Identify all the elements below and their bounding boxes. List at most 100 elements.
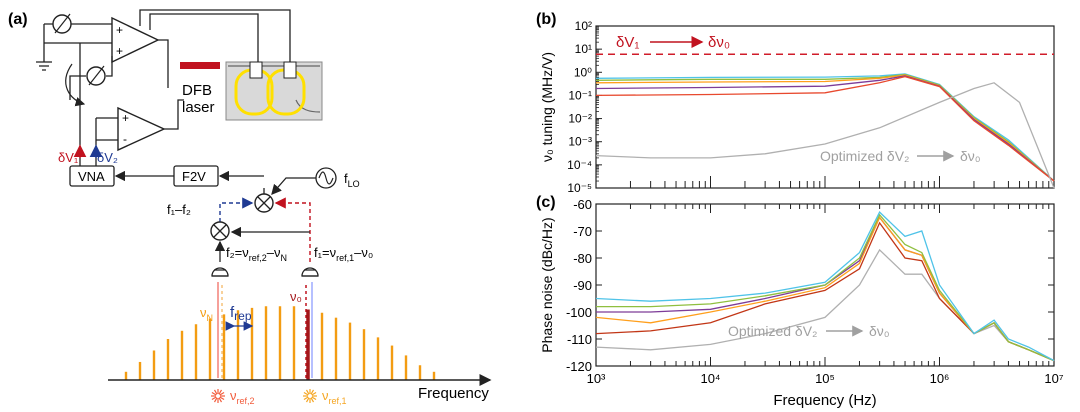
b-series-line (595, 75, 1055, 182)
panel-label-c: (c) (536, 194, 556, 211)
variable-resistor-mid-slash (88, 65, 105, 86)
c-x-tick-label: 10⁴ (700, 371, 720, 386)
f2-eq-main: f₂=ν (226, 245, 249, 260)
arrow-lo-to-mixer (271, 177, 316, 195)
b-series-group (595, 73, 1055, 189)
laser-label: laser (182, 99, 215, 116)
op-amp-bottom-plus: + (122, 111, 129, 125)
c-series-line (596, 213, 1055, 362)
c-x-tick-label: 10⁵ (815, 371, 835, 386)
b-x-ticks (595, 176, 1055, 188)
f1-eq-sub: ref,1 (336, 253, 354, 263)
c-x-axis-label: Frequency (Hz) (773, 392, 876, 409)
panel-label-b: (b) (536, 11, 556, 28)
chip-waveguide (228, 65, 321, 113)
b-annot-from: δV₁ (616, 34, 639, 51)
c-series-line (595, 211, 1055, 362)
frep-main: f (230, 304, 235, 321)
panel-b-chart: (b) 10² 10¹ 10⁰ 10⁻¹ 10⁻² 10⁻³ 10⁻⁴ 10⁻⁵ δV₁ δν… (536, 11, 1055, 195)
f1-equation: f₁=νref,1–ν₀ (314, 245, 373, 263)
starburst-ray (219, 391, 225, 396)
op-amp-top-plus-1: + (116, 23, 123, 37)
c-y-tick-label: -100 (566, 305, 592, 320)
f2-eq-tail: –ν (267, 245, 281, 260)
c-y-tick-label: -80 (573, 251, 592, 266)
heater-pad-2 (283, 61, 297, 79)
starburst-ray (219, 396, 225, 401)
starburst-ray (303, 391, 309, 396)
vna-box (69, 165, 115, 187)
c-series-group (595, 211, 1055, 362)
photodetector-1-base (302, 269, 318, 277)
b-y-tick-label: 10⁻² (568, 112, 592, 126)
c-y-tick-label: -120 (566, 359, 592, 374)
b-y-tick-label: 10⁻⁵ (567, 181, 592, 195)
panel-a-schematic: (a) + + + - DFB laser (8, 9, 492, 406)
c-series-line (595, 221, 1055, 362)
panel-c-chart: (c) -60-70-80-90-100-110-120 10³ 10⁴ 10⁵ 10… (536, 194, 1064, 409)
dv1-label: δV₁ (58, 150, 79, 165)
starburst-ref1-icon (303, 389, 317, 403)
f2-eq-sub: ref,2 (249, 253, 267, 263)
nu-ref2-sub: ref,2 (237, 396, 255, 406)
frequency-comb (124, 306, 436, 380)
mixer-lower-cross (213, 224, 227, 238)
frequency-axis-label: Frequency (418, 385, 489, 402)
b-y-tick-label: 10² (575, 19, 592, 33)
b-y-axis-label: ν₀ tuning (MHz/V) (539, 52, 555, 162)
sine-wave-icon (318, 171, 334, 185)
flo-main: f (344, 171, 348, 186)
b-series-line (595, 75, 1055, 182)
nun-main: ν (200, 305, 207, 320)
op-amp-top (111, 16, 160, 64)
b-y-ticks: 10² 10¹ 10⁰ 10⁻¹ 10⁻² 10⁻³ 10⁻⁴ 10⁻⁵ (567, 19, 602, 195)
f2-eq-n: N (281, 253, 288, 263)
nu-ref1-label: νref,1 (322, 388, 347, 406)
wire-to-heaters (139, 9, 291, 64)
b-series-line (595, 82, 1055, 189)
panel-label-a: (a) (8, 11, 28, 28)
photodetector-2-icon (211, 267, 229, 277)
starburst-ray (218, 389, 223, 395)
starburst-ray (218, 397, 223, 403)
c-y-tick-label: -70 (573, 224, 592, 239)
b-annot-to: δν₀ (708, 34, 730, 51)
starburst-ray (303, 396, 309, 401)
heater-pad-1 (249, 61, 263, 79)
f2-equation: f₂=νref,2–νN (226, 245, 287, 263)
c-x-tick-label: 10⁷ (1044, 371, 1063, 386)
c-x-ticks: 10³ 10⁴ 10⁵ 10⁶ 10⁷ (587, 204, 1064, 386)
mixer-upper-cross (257, 196, 271, 210)
starburst-ray (311, 396, 317, 401)
starburst-ray (213, 397, 218, 403)
c-x-tick-label: 10⁶ (930, 371, 950, 386)
c-y-tick-label: -110 (567, 332, 592, 347)
b-y-tick-label: 10⁻³ (568, 135, 592, 149)
f1-eq-tail: –ν₀ (354, 245, 373, 260)
f1-eq-main: f₁=ν (314, 245, 336, 260)
c-y-axis-label: Phase noise (dBc/Hz) (539, 217, 555, 352)
nun-sub: N (207, 313, 214, 323)
frep-sub: rep (234, 309, 252, 323)
ground-icon (36, 61, 52, 71)
f2v-label: F2V (182, 169, 206, 184)
op-amp-top-plus-2: + (116, 44, 123, 58)
starburst-ray (211, 391, 217, 396)
op-amp-bottom (117, 106, 166, 152)
starburst-ref2-icon (211, 389, 225, 403)
c-series-line (596, 216, 1055, 362)
b-y-tick-label: 10⁻¹ (568, 88, 592, 102)
starburst-ray (305, 389, 310, 395)
nu-ref1-sub: ref,1 (329, 396, 347, 406)
b-y-tick-label: 10¹ (575, 42, 592, 56)
op-amp-bottom-minus: - (123, 132, 127, 146)
curved-arrow-icon (65, 63, 86, 107)
c-annot-to: δν₀ (869, 323, 890, 339)
b-annot-opt-to: δν₀ (960, 148, 981, 164)
b-y-tick-label: 10⁰ (574, 65, 592, 79)
flo-label: fLO (344, 171, 360, 189)
f1-f2-label: f₁–f₂ (167, 202, 191, 217)
wire-vna-up (79, 158, 97, 166)
wire-op-amp-out (158, 39, 184, 130)
